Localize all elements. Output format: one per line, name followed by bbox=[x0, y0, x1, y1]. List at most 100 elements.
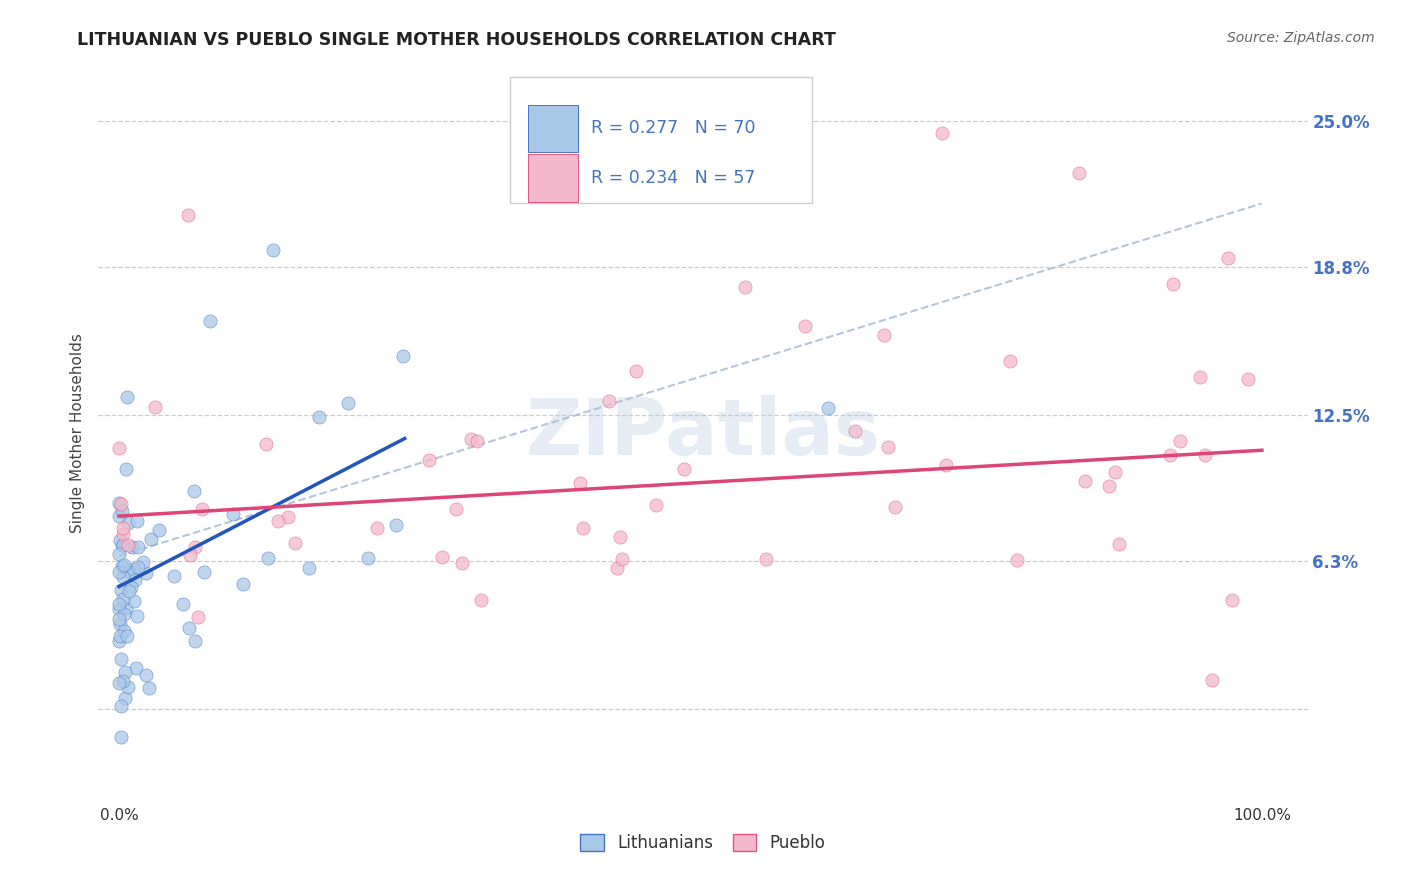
Point bbox=[127, 609, 149, 624]
Point bbox=[1067, 166, 1090, 180]
Point bbox=[734, 279, 756, 293]
Point bbox=[117, 516, 139, 530]
Point bbox=[366, 521, 388, 535]
Point bbox=[112, 624, 135, 639]
Point bbox=[385, 517, 408, 532]
Point bbox=[624, 364, 647, 378]
Point bbox=[1220, 593, 1243, 607]
Point bbox=[108, 496, 131, 510]
Point bbox=[569, 475, 592, 490]
Point bbox=[470, 593, 492, 607]
Point bbox=[193, 566, 215, 580]
Point bbox=[817, 401, 839, 415]
Point bbox=[121, 540, 143, 554]
Point bbox=[112, 607, 135, 622]
Point bbox=[451, 556, 474, 570]
Point bbox=[222, 508, 245, 522]
Point bbox=[873, 327, 896, 342]
Point bbox=[598, 393, 620, 408]
Point bbox=[262, 244, 284, 258]
Point bbox=[125, 514, 148, 528]
Point bbox=[139, 532, 162, 546]
Point bbox=[110, 533, 132, 548]
Point bbox=[108, 612, 131, 626]
Point bbox=[1189, 370, 1212, 384]
Point bbox=[112, 558, 135, 573]
Point bbox=[111, 558, 134, 573]
Text: R = 0.234   N = 57: R = 0.234 N = 57 bbox=[591, 169, 755, 187]
Point bbox=[336, 396, 359, 410]
Point bbox=[1108, 537, 1130, 551]
Point bbox=[122, 593, 145, 607]
Point bbox=[108, 441, 131, 455]
Point bbox=[877, 441, 900, 455]
Point bbox=[232, 577, 254, 591]
Point bbox=[117, 566, 139, 580]
Point bbox=[277, 510, 299, 524]
Point bbox=[117, 680, 139, 694]
Point bbox=[127, 540, 149, 554]
Point bbox=[793, 318, 815, 333]
Point bbox=[122, 562, 145, 576]
Point bbox=[120, 581, 142, 595]
Point bbox=[465, 434, 488, 448]
Point bbox=[115, 601, 138, 615]
Point bbox=[284, 535, 307, 549]
Point bbox=[131, 555, 153, 569]
Point bbox=[114, 665, 136, 680]
Point bbox=[606, 560, 628, 574]
Point bbox=[110, 583, 132, 598]
Point bbox=[610, 551, 633, 566]
Point bbox=[187, 610, 209, 624]
Point bbox=[1161, 277, 1184, 291]
Point bbox=[110, 616, 132, 631]
Point bbox=[460, 432, 482, 446]
Point bbox=[298, 561, 321, 575]
Point bbox=[110, 698, 132, 713]
Point bbox=[110, 497, 132, 511]
Point bbox=[111, 538, 134, 552]
Point bbox=[163, 569, 186, 583]
Point bbox=[115, 390, 138, 404]
Point bbox=[1201, 673, 1223, 688]
Point bbox=[110, 730, 132, 744]
Point bbox=[135, 667, 157, 681]
Point bbox=[572, 521, 595, 535]
Point bbox=[108, 547, 131, 561]
Point bbox=[1237, 372, 1260, 386]
Point bbox=[1168, 434, 1191, 449]
FancyBboxPatch shape bbox=[527, 154, 578, 202]
Point bbox=[125, 661, 148, 675]
Point bbox=[184, 540, 207, 554]
Y-axis label: Single Mother Households: Single Mother Households bbox=[70, 333, 86, 533]
Point bbox=[754, 552, 776, 566]
Point bbox=[844, 424, 866, 438]
Point bbox=[108, 508, 131, 523]
Point bbox=[111, 592, 134, 607]
Point bbox=[644, 498, 666, 512]
Point bbox=[172, 598, 194, 612]
Point bbox=[108, 565, 131, 579]
Legend: Lithuanians, Pueblo: Lithuanians, Pueblo bbox=[575, 830, 831, 857]
Point bbox=[257, 551, 280, 566]
Point bbox=[357, 550, 380, 565]
Point bbox=[111, 504, 134, 518]
Point bbox=[108, 629, 131, 643]
Point bbox=[444, 502, 467, 516]
Point bbox=[143, 400, 166, 414]
Point bbox=[418, 452, 440, 467]
Point bbox=[1098, 479, 1121, 493]
Point bbox=[111, 570, 134, 584]
Point bbox=[138, 681, 160, 696]
Point bbox=[191, 502, 214, 516]
Point bbox=[118, 584, 141, 599]
Point bbox=[111, 674, 134, 689]
Point bbox=[1104, 465, 1126, 479]
Point bbox=[108, 676, 131, 690]
Point bbox=[108, 633, 131, 648]
Point bbox=[883, 500, 905, 515]
Point bbox=[432, 549, 454, 564]
Point bbox=[148, 523, 170, 537]
Point bbox=[672, 462, 695, 476]
FancyBboxPatch shape bbox=[509, 78, 811, 203]
